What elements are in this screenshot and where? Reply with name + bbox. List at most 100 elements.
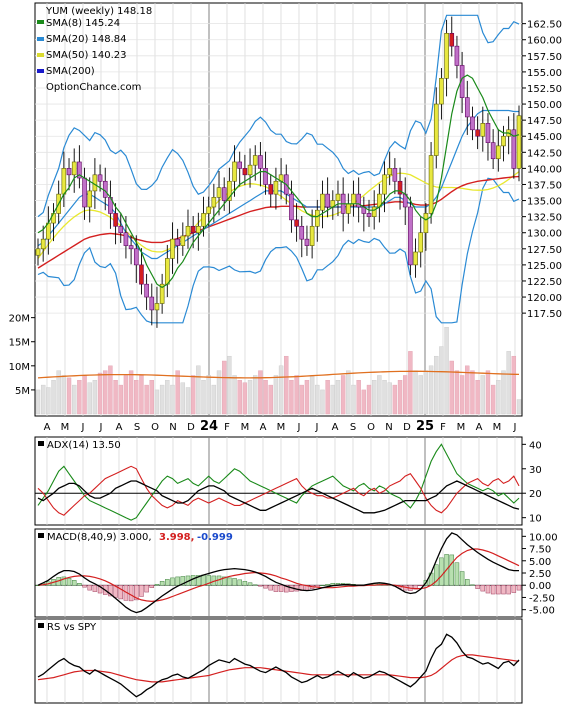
macd-tick-label: 2.50: [529, 569, 551, 580]
legend-label-sma8: SMA(8) 145.24: [46, 18, 120, 29]
legend-label-sma20: SMA(20) 148.84: [46, 34, 127, 45]
candle-body: [480, 123, 486, 137]
volume-bar: [154, 389, 160, 415]
rs-legend-swatch: [38, 623, 44, 628]
rs-gridlines: [46, 619, 516, 703]
volume-bar: [258, 370, 263, 415]
x-tick-label: F: [224, 422, 230, 433]
volume-bar: [485, 370, 491, 415]
candle-body: [490, 142, 496, 160]
legend: YUM (weekly) 148.18 SMA(8) 145.24 SMA(20…: [37, 6, 152, 93]
macd-histogram-bar: [278, 584, 284, 592]
volume-bar: [356, 380, 361, 415]
volume-bar: [180, 382, 186, 415]
price-gridlines: [35, 23, 522, 314]
volume-bar: [423, 370, 429, 415]
volume-bar: [92, 380, 98, 415]
macd-histogram-bar: [237, 579, 242, 586]
candle-body: [154, 303, 160, 311]
macd-histogram-bar: [159, 581, 165, 586]
x-tick-label: M: [277, 422, 286, 433]
candlestick: [470, 106, 475, 141]
price-tick-label: 157.50: [527, 52, 562, 63]
volume-bar: [496, 380, 501, 415]
volume-bar: [501, 370, 506, 415]
candle-body: [180, 235, 186, 246]
volume-bar: [444, 327, 449, 415]
candlestick: [139, 248, 144, 295]
volume-bar: [480, 375, 485, 415]
macd-histogram-bar: [201, 574, 206, 586]
candle-body: [237, 161, 243, 169]
macd-histogram-bar: [501, 584, 506, 595]
price-tick-label: 137.50: [527, 180, 562, 191]
volume-bar: [340, 375, 346, 415]
candle-body: [263, 168, 268, 185]
candlestick: [314, 199, 320, 242]
candle-body: [128, 245, 134, 250]
volume-average-line: [37, 370, 520, 379]
candle-body: [185, 225, 191, 237]
x-tick-label: A: [116, 422, 123, 433]
candle-body: [216, 187, 222, 198]
macd-histogram-bar: [475, 584, 480, 589]
x-axis-labels: A M J J A S O N D 24 F M A M J J A S O N D 25 F M A M J: [44, 419, 517, 434]
legend-label-sma50: SMA(50) 140.23: [46, 50, 127, 61]
macd-tick-label: 10.00: [529, 532, 558, 543]
candlestick: [387, 151, 392, 186]
macd-histogram-bar: [459, 571, 465, 586]
candle-body: [382, 174, 387, 195]
candlestick: [118, 212, 124, 244]
x-tick-label: 25: [416, 419, 434, 434]
volume-bar: [227, 355, 232, 415]
candlestick: [485, 113, 491, 161]
macd-histogram-bar: [118, 584, 124, 600]
candle-body: [227, 180, 232, 201]
candlestick: [66, 158, 72, 191]
x-tick-label: A: [332, 422, 339, 433]
rs-panel: RS vs SPY: [34, 618, 523, 704]
volume-bar: [268, 384, 273, 415]
macd-histogram-bar: [82, 584, 87, 588]
candlestick: [221, 177, 227, 211]
volume-bar: [242, 382, 248, 415]
candlestick: [87, 177, 93, 223]
volume-bar: [465, 365, 470, 415]
macd-histogram-bar: [247, 582, 253, 586]
macd-histogram-bar: [284, 584, 289, 593]
candle-body: [475, 129, 480, 137]
legend-swatch-sma20: [37, 37, 44, 41]
volume-bar: [470, 370, 475, 415]
rs-label: RS vs SPY: [47, 622, 97, 633]
volume-bar: [309, 375, 315, 415]
candlestick: [501, 125, 506, 162]
x-tick-label: D: [187, 422, 195, 433]
candlestick: [227, 167, 232, 214]
candle-body: [439, 78, 444, 105]
macd-histogram-bar: [149, 584, 155, 588]
candle-body: [159, 283, 165, 304]
price-tick-label: 132.50: [527, 213, 562, 224]
candle-body: [423, 213, 429, 234]
candlestick: [496, 129, 501, 172]
candle-body: [294, 219, 299, 227]
x-tick-label: M: [457, 422, 466, 433]
candle-body: [133, 248, 139, 266]
candlestick: [309, 209, 315, 259]
candlesticks: [35, 16, 522, 328]
legend-swatch-sma8: [37, 20, 44, 24]
candle-body: [118, 225, 124, 234]
macd-histogram-bar: [470, 584, 475, 586]
candle-body: [397, 180, 403, 195]
candlestick: [423, 203, 429, 251]
candlestick: [516, 105, 522, 182]
volume-bar: [211, 384, 217, 415]
candlestick: [263, 151, 268, 195]
candlestick: [40, 225, 46, 262]
x-tick-label: N: [169, 422, 176, 433]
candlestick: [159, 273, 165, 314]
candlestick: [180, 222, 186, 256]
price-panel-frame: [34, 2, 523, 417]
x-tick-label: A: [476, 422, 483, 433]
